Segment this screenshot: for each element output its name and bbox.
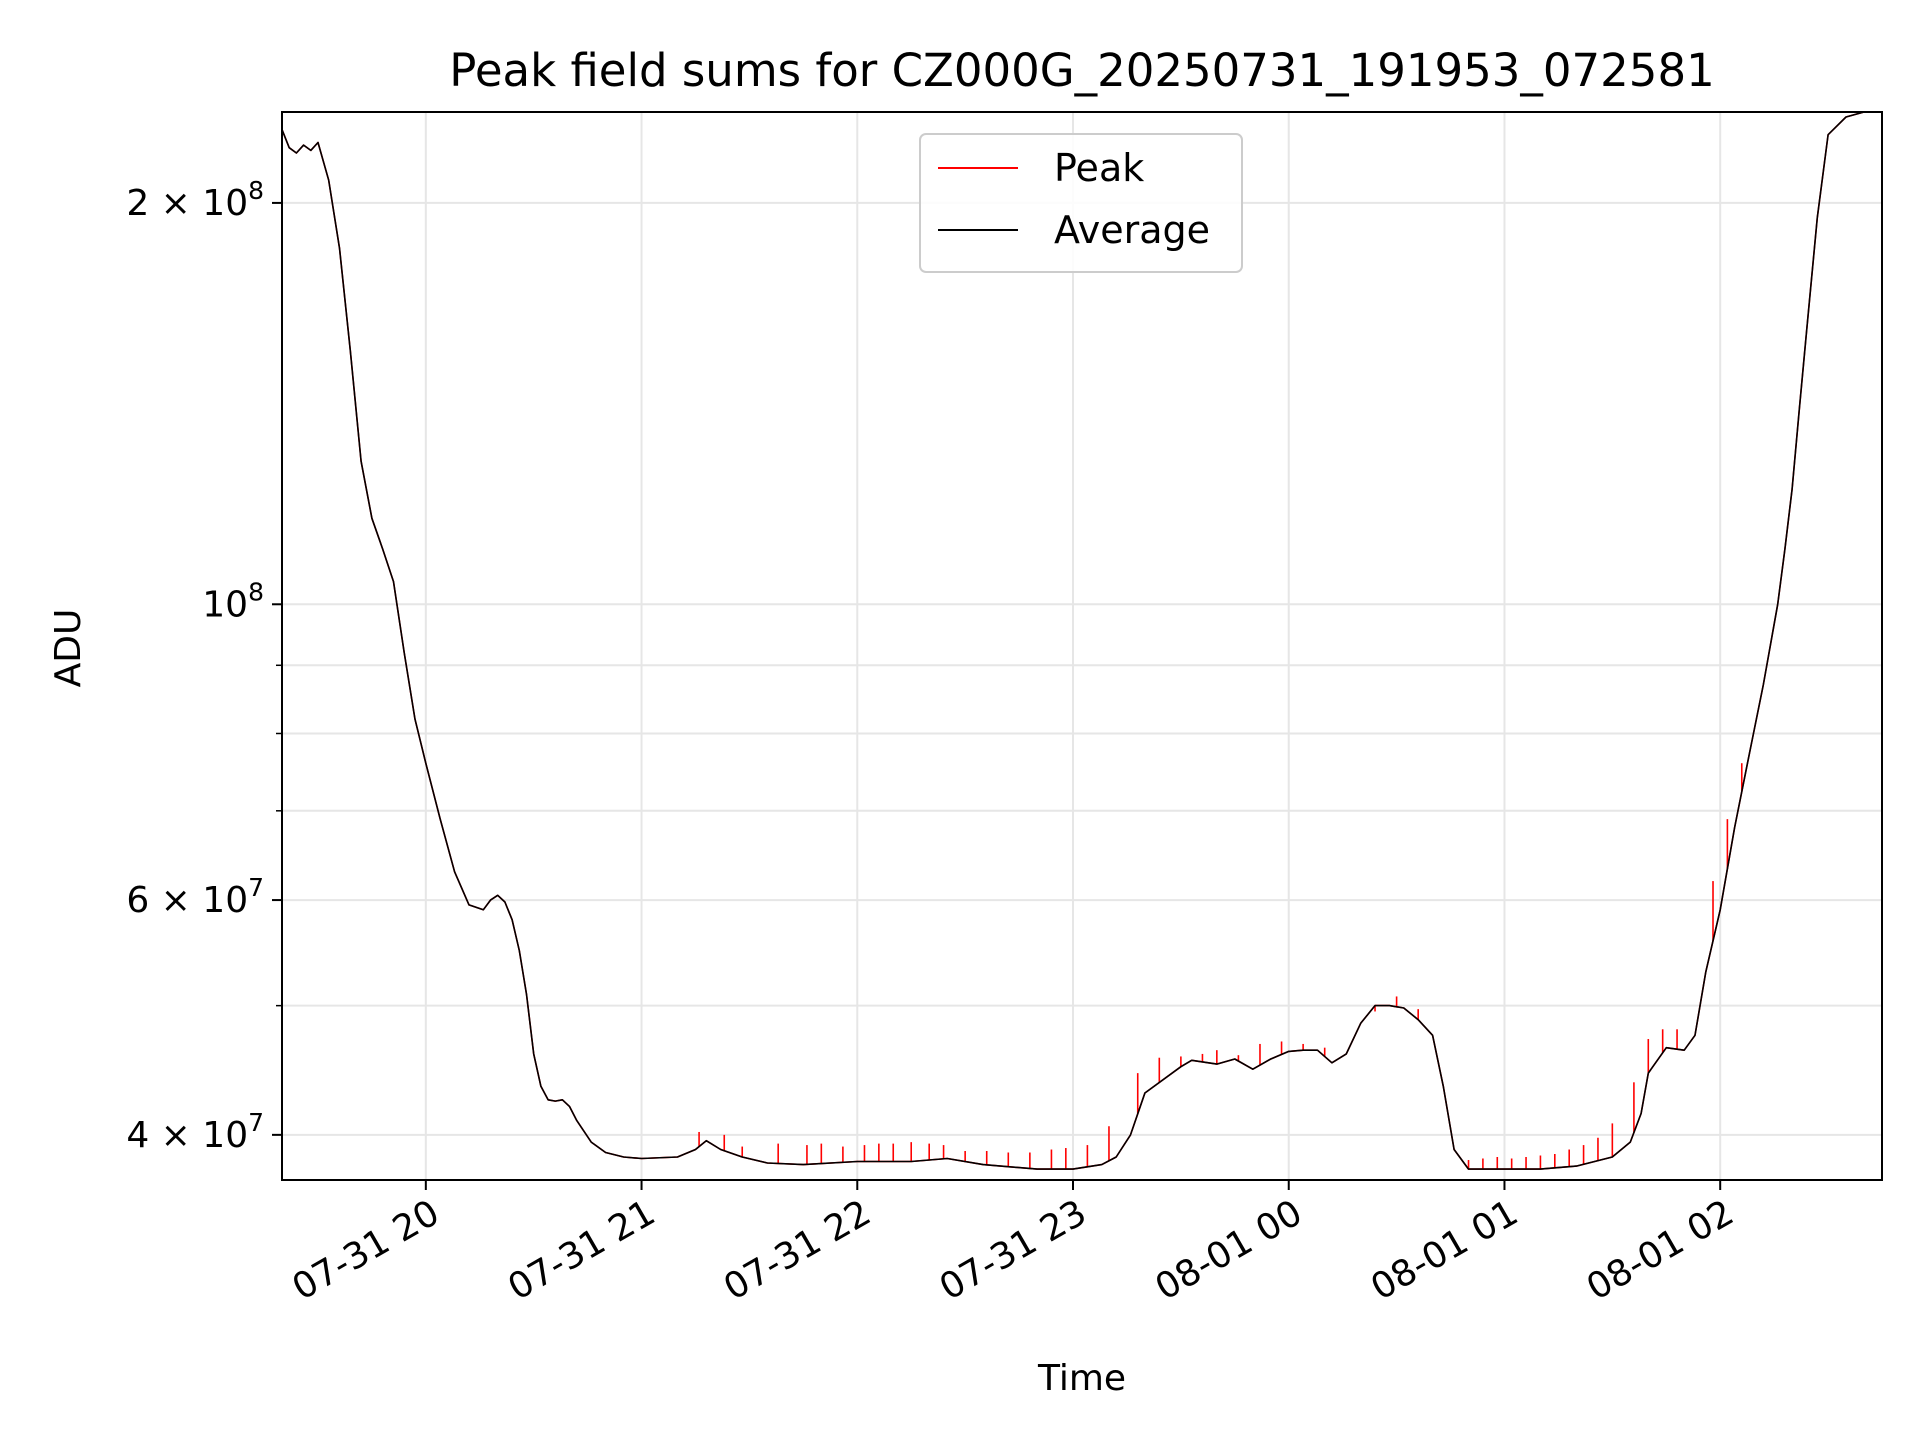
legend-label-peak: Peak [1054, 146, 1144, 190]
series-line-average [281, 111, 1882, 1170]
legend: Peak Average [919, 133, 1243, 273]
plot-frame [281, 111, 1883, 1181]
y-tick-label: 2 × 108 [126, 176, 264, 224]
y-tick-label: 6 × 107 [126, 873, 264, 921]
series-layer [281, 111, 1882, 1170]
chart-title: Peak field sums for CZ000G_20250731_1919… [449, 44, 1714, 97]
y-axis-label: ADU [48, 609, 89, 688]
y-tick-label: 108 [202, 577, 264, 625]
legend-label-average: Average [1054, 208, 1210, 252]
y-axis: 4 × 107 6 × 107 108 2 × 108 [126, 176, 282, 1156]
y-tick-label: 4 × 107 [126, 1108, 264, 1156]
grid [282, 112, 1882, 1180]
x-axis-label: Time [1037, 1358, 1126, 1399]
